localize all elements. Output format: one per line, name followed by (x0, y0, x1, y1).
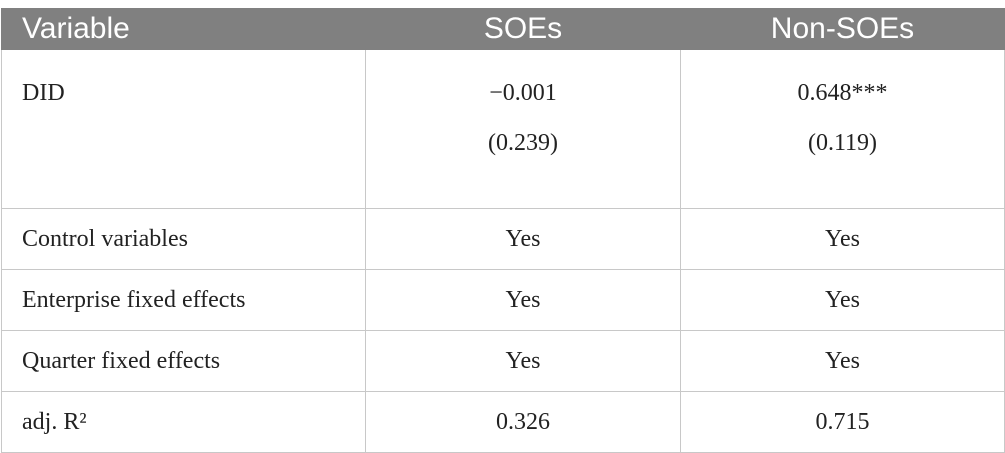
cell-text: Yes (825, 226, 860, 252)
label-text: Enterprise fixed effects (22, 287, 246, 313)
cell-text: (0.239) (488, 130, 558, 156)
cell-text: Yes (505, 287, 541, 313)
cell-text: 0.715 (815, 409, 870, 435)
cell-text: 0.326 (496, 409, 550, 435)
table-row: Enterprise fixed effects Yes Yes (1, 269, 1005, 331)
label-text: Control variables (22, 226, 188, 252)
row-label: Control variables (1, 208, 366, 270)
cell-text: 0.648*** (797, 80, 888, 106)
value-cell: Yes (680, 269, 1005, 331)
value-cell: Yes (680, 330, 1005, 392)
value-cell: 0.326 (365, 391, 681, 453)
value-cell: 0.648*** (0.119) (680, 49, 1005, 209)
cell-text: Yes (825, 348, 860, 374)
header-cell: Variable (1, 8, 366, 50)
value-cell: Yes (680, 208, 1005, 270)
table-row: Quarter fixed effects Yes Yes (1, 330, 1005, 392)
value-cell: Yes (365, 330, 681, 392)
cell-text: Yes (505, 226, 541, 252)
table-row: Control variables Yes Yes (1, 208, 1005, 270)
value-cell: 0.715 (680, 391, 1005, 453)
results-table: Variable SOEs Non-SOEs DID −0.001 (0.239) 0.6… (1, 8, 1005, 453)
row-label: Enterprise fixed effects (1, 269, 366, 331)
label-text: DID (22, 80, 65, 106)
label-text: adj. R² (22, 409, 87, 435)
row-label: adj. R² (1, 391, 366, 453)
value-cell: −0.001 (0.239) (365, 49, 681, 209)
label-text: Quarter fixed effects (22, 348, 221, 374)
header-row: Variable SOEs Non-SOEs (1, 8, 1005, 50)
header-cell: SOEs (365, 8, 681, 50)
value-cell: Yes (365, 208, 681, 270)
cell-text: −0.001 (489, 80, 557, 106)
header-cell: Non-SOEs (680, 8, 1005, 50)
cell-text: (0.119) (807, 130, 878, 156)
cell-text: Yes (825, 287, 860, 313)
table-row: DID −0.001 (0.239) 0.648*** (0.119) (1, 49, 1005, 209)
value-cell: Yes (365, 269, 681, 331)
row-label: DID (1, 49, 366, 209)
table-row: adj. R² 0.326 0.715 (1, 391, 1005, 453)
row-label: Quarter fixed effects (1, 330, 366, 392)
cell-text: Yes (505, 348, 541, 374)
